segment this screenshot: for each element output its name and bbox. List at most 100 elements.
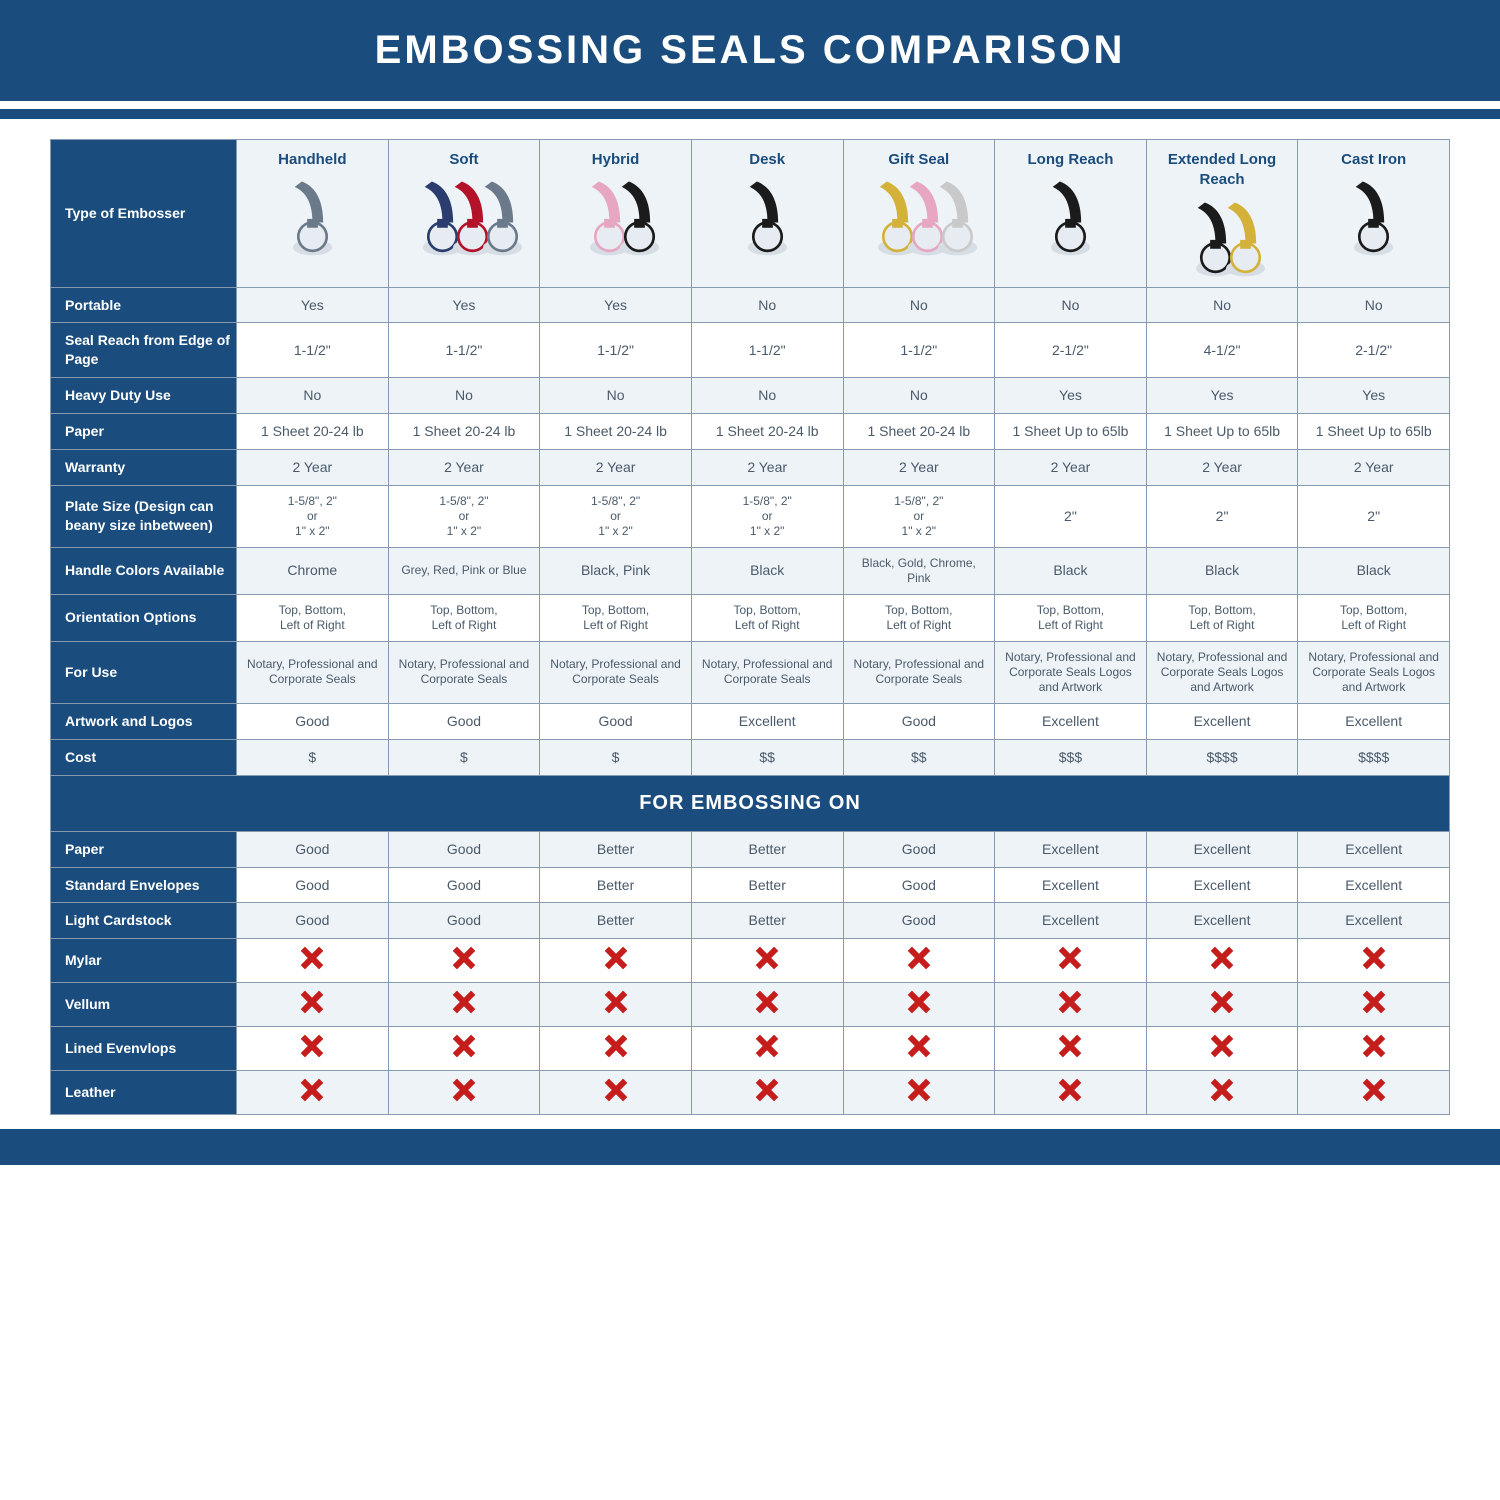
table-cell: 1-1/2" bbox=[237, 323, 389, 378]
x-icon bbox=[605, 991, 627, 1013]
table-cell: Excellent bbox=[691, 703, 843, 739]
x-icon bbox=[453, 991, 475, 1013]
table-cell: Excellent bbox=[1298, 903, 1450, 939]
row-label: Warranty bbox=[51, 449, 237, 485]
table-cell: Excellent bbox=[1146, 703, 1298, 739]
table-cell: No bbox=[995, 287, 1147, 323]
row-label: Artwork and Logos bbox=[51, 703, 237, 739]
x-icon bbox=[756, 1079, 778, 1101]
table-cell: Top, Bottom,Left of Right bbox=[691, 594, 843, 641]
table-cell: Top, Bottom,Left of Right bbox=[540, 594, 692, 641]
table-cell: Better bbox=[691, 903, 843, 939]
x-icon bbox=[908, 1079, 930, 1101]
table-cell bbox=[1298, 1070, 1450, 1114]
table-cell: 1 Sheet 20-24 lb bbox=[388, 414, 540, 450]
table-row: Plate Size (Design can beany size inbetw… bbox=[51, 485, 1450, 547]
x-icon bbox=[1211, 991, 1233, 1013]
table-cell bbox=[843, 983, 995, 1027]
table-cell: Notary, Professional and Corporate Seals bbox=[540, 641, 692, 703]
row-label: Paper bbox=[51, 414, 237, 450]
embosser-icon bbox=[1346, 240, 1401, 256]
table-row: Orientation OptionsTop, Bottom,Left of R… bbox=[51, 594, 1450, 641]
column-header: Soft bbox=[388, 140, 540, 288]
header-row: Type of Embosser Handheld Soft Hybrid De… bbox=[51, 140, 1450, 288]
table-cell: $$$$ bbox=[1298, 739, 1450, 775]
table-cell: Notary, Professional and Corporate Seals… bbox=[995, 641, 1147, 703]
table-cell: 4-1/2" bbox=[1146, 323, 1298, 378]
x-icon bbox=[301, 947, 323, 969]
table-cell: $$ bbox=[843, 739, 995, 775]
table-cell: $$$$ bbox=[1146, 739, 1298, 775]
section-band: FOR EMBOSSING ON bbox=[51, 775, 1450, 831]
table-cell: Good bbox=[388, 903, 540, 939]
x-icon bbox=[453, 947, 475, 969]
x-icon bbox=[605, 1079, 627, 1101]
column-header: Desk bbox=[691, 140, 843, 288]
embosser-icon bbox=[740, 240, 795, 256]
table-cell bbox=[691, 983, 843, 1027]
table-row: Warranty2 Year2 Year2 Year2 Year2 Year2 … bbox=[51, 449, 1450, 485]
table-cell: 1-1/2" bbox=[691, 323, 843, 378]
table-cell bbox=[540, 939, 692, 983]
table-cell: 1-5/8", 2"or1" x 2" bbox=[237, 485, 389, 547]
x-icon bbox=[1363, 947, 1385, 969]
embosser-icon bbox=[874, 240, 964, 256]
table-row: PaperGoodGoodBetterBetterGoodExcellentEx… bbox=[51, 831, 1450, 867]
x-icon bbox=[1211, 1035, 1233, 1057]
column-name: Soft bbox=[395, 150, 534, 170]
table-cell: Better bbox=[540, 903, 692, 939]
table-cell bbox=[1146, 983, 1298, 1027]
table-cell bbox=[1298, 983, 1450, 1027]
table-cell: 2 Year bbox=[1146, 449, 1298, 485]
x-icon bbox=[1211, 1079, 1233, 1101]
table-cell: No bbox=[691, 287, 843, 323]
title-bar: EMBOSSING SEALS COMPARISON bbox=[0, 0, 1500, 101]
table-cell: Excellent bbox=[995, 831, 1147, 867]
row-label: Heavy Duty Use bbox=[51, 378, 237, 414]
table-cell: Yes bbox=[995, 378, 1147, 414]
row-label: Lined Evenvlops bbox=[51, 1027, 237, 1071]
x-icon bbox=[605, 1035, 627, 1057]
table-cell: Better bbox=[540, 831, 692, 867]
table-cell bbox=[1146, 1027, 1298, 1071]
table-cell bbox=[1298, 1027, 1450, 1071]
table-cell: Excellent bbox=[1298, 703, 1450, 739]
table-cell: 1-1/2" bbox=[540, 323, 692, 378]
table-cell: 1 Sheet Up to 65lb bbox=[995, 414, 1147, 450]
row-label: Light Cardstock bbox=[51, 903, 237, 939]
table-cell: Yes bbox=[1298, 378, 1450, 414]
x-icon bbox=[756, 947, 778, 969]
x-icon bbox=[301, 1035, 323, 1057]
x-icon bbox=[453, 1079, 475, 1101]
table-cell: 1 Sheet 20-24 lb bbox=[691, 414, 843, 450]
table-cell bbox=[843, 939, 995, 983]
x-icon bbox=[908, 991, 930, 1013]
table-cell: Top, Bottom,Left of Right bbox=[388, 594, 540, 641]
table-cell: Excellent bbox=[1146, 867, 1298, 903]
table-cell bbox=[1146, 939, 1298, 983]
table-cell: 2-1/2" bbox=[1298, 323, 1450, 378]
table-cell: Top, Bottom,Left of Right bbox=[237, 594, 389, 641]
table-cell: $ bbox=[540, 739, 692, 775]
table-cell bbox=[691, 1027, 843, 1071]
table-cell bbox=[995, 1027, 1147, 1071]
table-cell: Better bbox=[691, 867, 843, 903]
table-cell: Top, Bottom,Left of Right bbox=[843, 594, 995, 641]
table-cell: Good bbox=[843, 703, 995, 739]
page-title: EMBOSSING SEALS COMPARISON bbox=[0, 28, 1500, 73]
embosser-icon bbox=[419, 240, 509, 256]
table-cell: Better bbox=[540, 867, 692, 903]
column-name: Hybrid bbox=[546, 150, 685, 170]
table-cell: 1 Sheet 20-24 lb bbox=[237, 414, 389, 450]
table-cell: 1-5/8", 2"or1" x 2" bbox=[540, 485, 692, 547]
row-label: Seal Reach from Edge of Page bbox=[51, 323, 237, 378]
table-cell: No bbox=[388, 378, 540, 414]
embosser-icon bbox=[1192, 261, 1252, 277]
table-cell: Chrome bbox=[237, 547, 389, 594]
row-label: Cost bbox=[51, 739, 237, 775]
table-cell bbox=[237, 1070, 389, 1114]
column-header: Hybrid bbox=[540, 140, 692, 288]
table-cell: 1 Sheet 20-24 lb bbox=[843, 414, 995, 450]
table-cell: Yes bbox=[388, 287, 540, 323]
table-row: For UseNotary, Professional and Corporat… bbox=[51, 641, 1450, 703]
